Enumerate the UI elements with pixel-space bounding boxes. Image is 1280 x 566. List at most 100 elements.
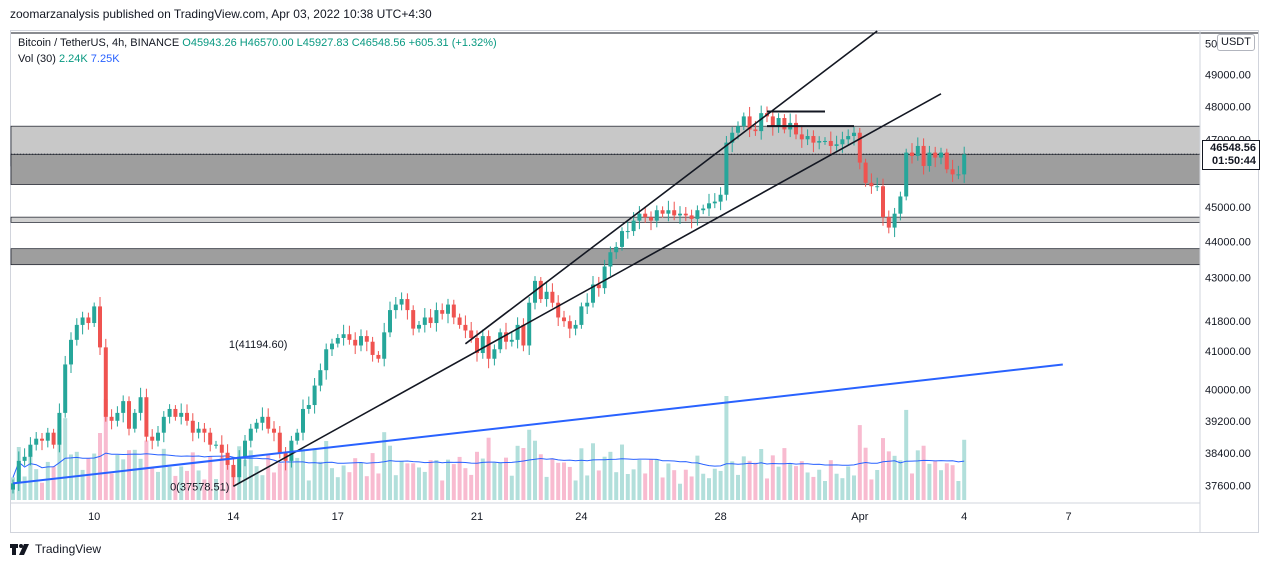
volume-bar: [167, 466, 172, 500]
volume-bar: [886, 451, 891, 500]
volume-bar: [475, 451, 479, 500]
candle-body: [643, 213, 648, 218]
x-tick-label: 14: [227, 511, 239, 523]
trendline-channel-upper[interactable]: [464, 30, 878, 345]
volume-bar: [463, 468, 468, 500]
volume-bar: [115, 454, 120, 500]
trendlines-layer: [12, 30, 1063, 487]
volume-bar: [515, 445, 520, 500]
volume-bar: [898, 460, 903, 500]
volume-bar: [852, 475, 856, 500]
trendline-channel-lower[interactable]: [233, 93, 942, 487]
current-price-label: 46548.56: [1210, 142, 1256, 154]
volume-bar: [921, 445, 926, 500]
candle-body: [364, 336, 369, 342]
candle-body: [701, 208, 706, 211]
footer-brand[interactable]: TradingView: [10, 541, 101, 557]
candle-body: [579, 306, 584, 325]
volume-bar: [121, 459, 126, 500]
candle-body: [266, 416, 271, 429]
volume-bar: [399, 461, 404, 500]
x-tick-label: 17: [332, 511, 344, 523]
candle-body: [51, 432, 56, 445]
volume-bar: [823, 481, 827, 500]
candle-body: [214, 444, 218, 446]
volume-bar: [289, 458, 294, 500]
volume-bar: [144, 440, 149, 500]
volume-bar: [492, 462, 497, 500]
candle-body: [115, 412, 120, 421]
candle-body: [127, 401, 131, 429]
volume-bar: [585, 475, 590, 500]
candle-body: [805, 136, 810, 140]
volume-bar: [736, 474, 740, 500]
candle-body: [469, 330, 474, 338]
x-tick-label: 24: [575, 511, 587, 523]
zone-6[interactable]: [10, 248, 1201, 266]
zone-4[interactable]: [10, 153, 1201, 185]
volume-bar: [614, 472, 619, 500]
candle-body: [620, 231, 624, 247]
candle-body: [730, 132, 735, 143]
candle-body: [498, 332, 503, 350]
candle-body: [573, 324, 578, 329]
zones-layer: [10, 125, 1201, 266]
zone-5[interactable]: [10, 216, 1201, 223]
legend-symbol[interactable]: Bitcoin / TetherUS, 4h, BINANCE: [18, 37, 180, 49]
y-tick-label: 48000.00: [1205, 102, 1251, 114]
volume-bar: [521, 448, 526, 500]
candle-body: [405, 299, 410, 311]
volume-bar: [794, 466, 798, 500]
published-by-line: zoomarzanalysis published on TradingView…: [10, 7, 432, 21]
volume-bar: [962, 439, 967, 500]
volume-bar: [538, 454, 543, 500]
chart-frame[interactable]: [10, 30, 1259, 533]
volume-bar: [330, 468, 334, 500]
candle-body: [69, 339, 73, 365]
candle-body: [301, 408, 305, 433]
candle-body: [944, 152, 949, 170]
candle-body: [289, 440, 294, 461]
volume-bar: [80, 469, 85, 500]
candle-body: [306, 405, 311, 409]
volume-bar: [446, 459, 450, 500]
volume-bar: [318, 461, 323, 500]
legend-high: H46570.00: [239, 37, 294, 49]
candle-body: [312, 385, 317, 406]
y-tick-label: 37600.00: [1205, 480, 1251, 492]
volume-bar: [335, 477, 340, 500]
candle-body: [202, 428, 207, 433]
candle-body: [260, 416, 265, 423]
candle-body: [886, 217, 891, 228]
currency-button[interactable]: USDT: [1217, 34, 1255, 51]
volume-bar: [602, 456, 607, 500]
candle-body: [156, 432, 160, 441]
volume-bar: [776, 466, 781, 500]
candle-body: [921, 145, 926, 166]
candle-body: [898, 196, 903, 214]
candle-body: [509, 339, 514, 342]
candle-body: [190, 420, 195, 433]
y-tick-label: 41000.00: [1205, 346, 1251, 358]
candle-body: [480, 336, 485, 354]
legend-volume-label[interactable]: Vol (30): [18, 53, 56, 65]
candle-body: [933, 152, 938, 158]
x-tick-label: 21: [471, 511, 483, 523]
candle-body: [625, 231, 630, 233]
candle-body: [40, 438, 44, 441]
legend-low: L45927.83: [296, 37, 349, 49]
candle-body: [741, 116, 746, 127]
legend-open: O45943.26: [182, 37, 237, 49]
volume-bar: [834, 473, 839, 500]
volume-bar: [863, 447, 868, 500]
volume-bar: [707, 478, 711, 500]
volume-bar: [933, 461, 938, 500]
volume-bar: [202, 479, 207, 500]
volume-bar: [747, 460, 752, 500]
candle-body: [747, 116, 752, 130]
candle-body: [243, 440, 247, 457]
y-tick-label: 44000.00: [1205, 237, 1251, 249]
candle-body: [562, 317, 566, 322]
trendline-long-term-support[interactable]: [12, 363, 1063, 485]
